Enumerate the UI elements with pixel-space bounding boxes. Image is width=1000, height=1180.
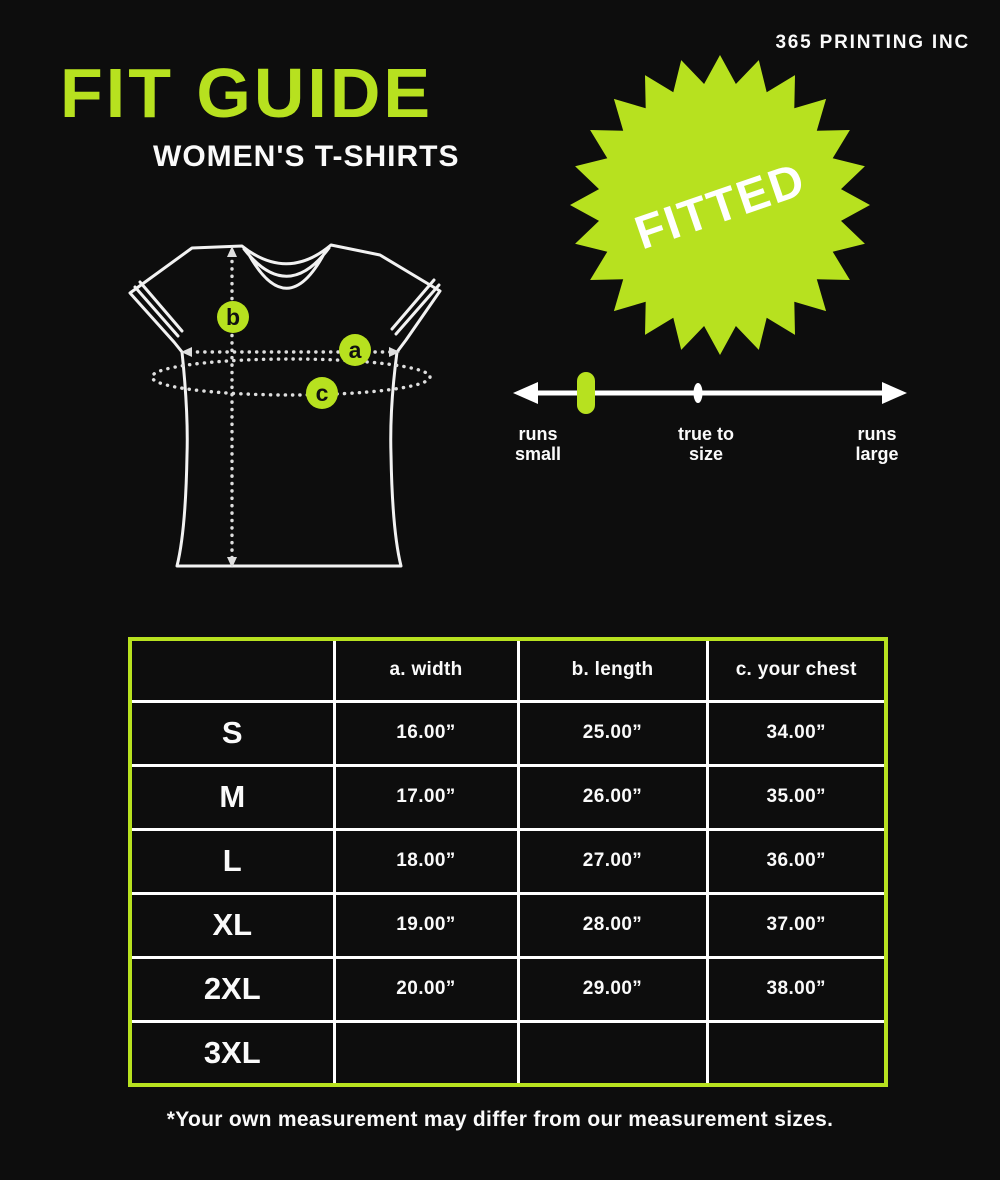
chest-cell: 38.00” xyxy=(705,955,888,1023)
tshirt-outline xyxy=(128,243,442,568)
marker-a: a xyxy=(339,334,371,366)
width-arrow-left xyxy=(181,347,192,357)
marker-c-letter: c xyxy=(316,380,329,406)
table-row: M 17.00” 26.00” 35.00” xyxy=(128,763,888,831)
width-cell: 17.00” xyxy=(332,763,520,831)
length-cell: 28.00” xyxy=(516,891,709,959)
width-cell xyxy=(332,1019,520,1087)
header-length: b. length xyxy=(516,637,709,703)
size-table: a. width b. length c. your chest S 16.00… xyxy=(128,637,888,1087)
scale-label-line: size xyxy=(688,444,724,464)
table-row: XL 19.00” 28.00” 37.00” xyxy=(128,891,888,959)
tshirt-diagram-icon: b a c xyxy=(128,243,442,568)
marker-b-letter: b xyxy=(226,304,240,330)
marker-a-circle xyxy=(339,334,371,366)
footnote: *Your own measurement may differ from ou… xyxy=(166,1108,834,1131)
chest-cell xyxy=(705,1019,888,1087)
marker-b: b xyxy=(217,301,249,333)
width-cell: 19.00” xyxy=(332,891,520,959)
scale-label-line: large xyxy=(855,444,899,464)
length-arrow-up xyxy=(227,246,237,257)
scale-arrow-left xyxy=(513,382,538,404)
sleeve-cuff-lines xyxy=(133,278,441,338)
fit-scale xyxy=(513,372,907,414)
scale-label-runs-large: runs large xyxy=(820,424,934,464)
length-cell: 25.00” xyxy=(516,699,709,767)
scale-label-true-to-size: true to size xyxy=(650,424,762,464)
marker-c-circle xyxy=(306,377,338,409)
scale-label-line: true to xyxy=(678,424,734,444)
length-cell: 27.00” xyxy=(516,827,709,895)
collar-rib-lines xyxy=(242,246,331,290)
chest-cell: 37.00” xyxy=(705,891,888,959)
width-cell: 18.00” xyxy=(332,827,520,895)
table-row: L 18.00” 27.00” 36.00” xyxy=(128,827,888,895)
length-cell: 29.00” xyxy=(516,955,709,1023)
width-cell: 16.00” xyxy=(332,699,520,767)
chest-dotted-ellipse xyxy=(150,357,432,397)
width-arrow-right xyxy=(389,347,400,357)
page-subtitle: WOMEN'S T-SHIRTS xyxy=(153,140,460,173)
fitted-badge: FITTED xyxy=(570,55,870,355)
scale-label-line: runs xyxy=(518,424,558,444)
scale-label-line: small xyxy=(514,444,562,464)
size-cell: M xyxy=(128,763,336,831)
page-title: FIT GUIDE xyxy=(60,54,434,132)
size-cell: 2XL xyxy=(128,955,336,1023)
size-cell: 3XL xyxy=(128,1019,336,1087)
marker-b-circle xyxy=(217,301,249,333)
table-row: S 16.00” 25.00” 34.00” xyxy=(128,699,888,767)
chest-cell: 34.00” xyxy=(705,699,888,767)
chest-cell: 36.00” xyxy=(705,827,888,895)
scale-label-line: runs xyxy=(857,424,897,444)
table-header-row: a. width b. length c. your chest xyxy=(128,637,888,703)
marker-a-letter: a xyxy=(349,337,362,363)
length-cell xyxy=(516,1019,709,1087)
marker-c: c xyxy=(306,377,338,409)
scale-label-runs-small: runs small xyxy=(486,424,590,464)
length-cell: 26.00” xyxy=(516,763,709,831)
header-chest: c. your chest xyxy=(705,637,888,703)
scale-arrow-right xyxy=(882,382,907,404)
header-size xyxy=(128,637,336,703)
starburst-icon xyxy=(570,55,870,355)
table-row: 2XL 20.00” 29.00” 38.00” xyxy=(128,955,888,1023)
brand-name: 365 PRINTING INC xyxy=(775,32,970,53)
header-width: a. width xyxy=(332,637,520,703)
width-cell: 20.00” xyxy=(332,955,520,1023)
size-cell: S xyxy=(128,699,336,767)
fit-indicator xyxy=(577,372,595,414)
size-cell: XL xyxy=(128,891,336,959)
table-row: 3XL xyxy=(128,1019,888,1087)
length-arrow-down xyxy=(227,557,237,568)
chest-cell: 35.00” xyxy=(705,763,888,831)
size-cell: L xyxy=(128,827,336,895)
scale-center-dot xyxy=(693,383,703,403)
